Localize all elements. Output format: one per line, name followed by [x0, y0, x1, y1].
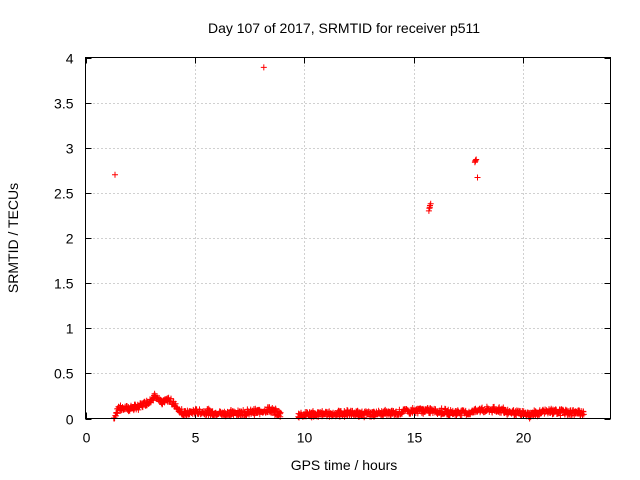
data-point — [527, 414, 534, 421]
y-tick-label: 4 — [66, 51, 74, 67]
data-point — [557, 412, 564, 419]
plot-frame — [85, 57, 611, 419]
ticks-layer: 0 5 10 15 20 0 0.5 1 1.5 2 2.5 3 3.5 4 — [54, 51, 611, 446]
data-point — [398, 410, 405, 417]
y-tick-label: 3.5 — [54, 96, 74, 112]
outlier-point — [474, 174, 481, 181]
outlier-point — [112, 171, 118, 178]
y-tick-label: 3 — [66, 141, 74, 157]
y-tick-label: 2.5 — [54, 186, 74, 202]
data-point — [200, 408, 207, 415]
x-tick-label: 10 — [297, 430, 313, 446]
data-point — [139, 404, 146, 411]
x-tick-label: 20 — [516, 430, 532, 446]
outlier-point — [426, 204, 433, 211]
y-tick-label: 0 — [66, 412, 74, 428]
outlier-point — [260, 64, 267, 71]
data-point — [124, 403, 131, 410]
y-tick-label: 1 — [66, 321, 74, 337]
y-tick-label: 2 — [66, 231, 74, 247]
data-point — [168, 395, 174, 402]
y-tick-label: 1.5 — [54, 276, 74, 292]
outlier-point — [427, 200, 434, 207]
data-point — [113, 409, 120, 416]
y-tick-label: 0.5 — [54, 366, 74, 382]
outlier-point — [472, 158, 479, 165]
data-point — [172, 400, 179, 407]
x-tick-label: 0 — [83, 430, 91, 446]
grid-layer — [85, 57, 611, 419]
data-point — [361, 414, 368, 421]
data-points — [110, 64, 587, 422]
x-tick-label: 15 — [407, 430, 423, 446]
y-axis-title: SRMTID / TECUs — [5, 183, 21, 293]
chart-title: Day 107 of 2017, SRMTID for receiver p51… — [208, 20, 480, 36]
data-point — [580, 411, 587, 418]
data-point — [462, 407, 469, 414]
data-point — [579, 412, 586, 418]
data-point — [277, 409, 284, 416]
x-tick-label: 5 — [192, 430, 200, 446]
x-axis-title: GPS time / hours — [291, 457, 398, 473]
